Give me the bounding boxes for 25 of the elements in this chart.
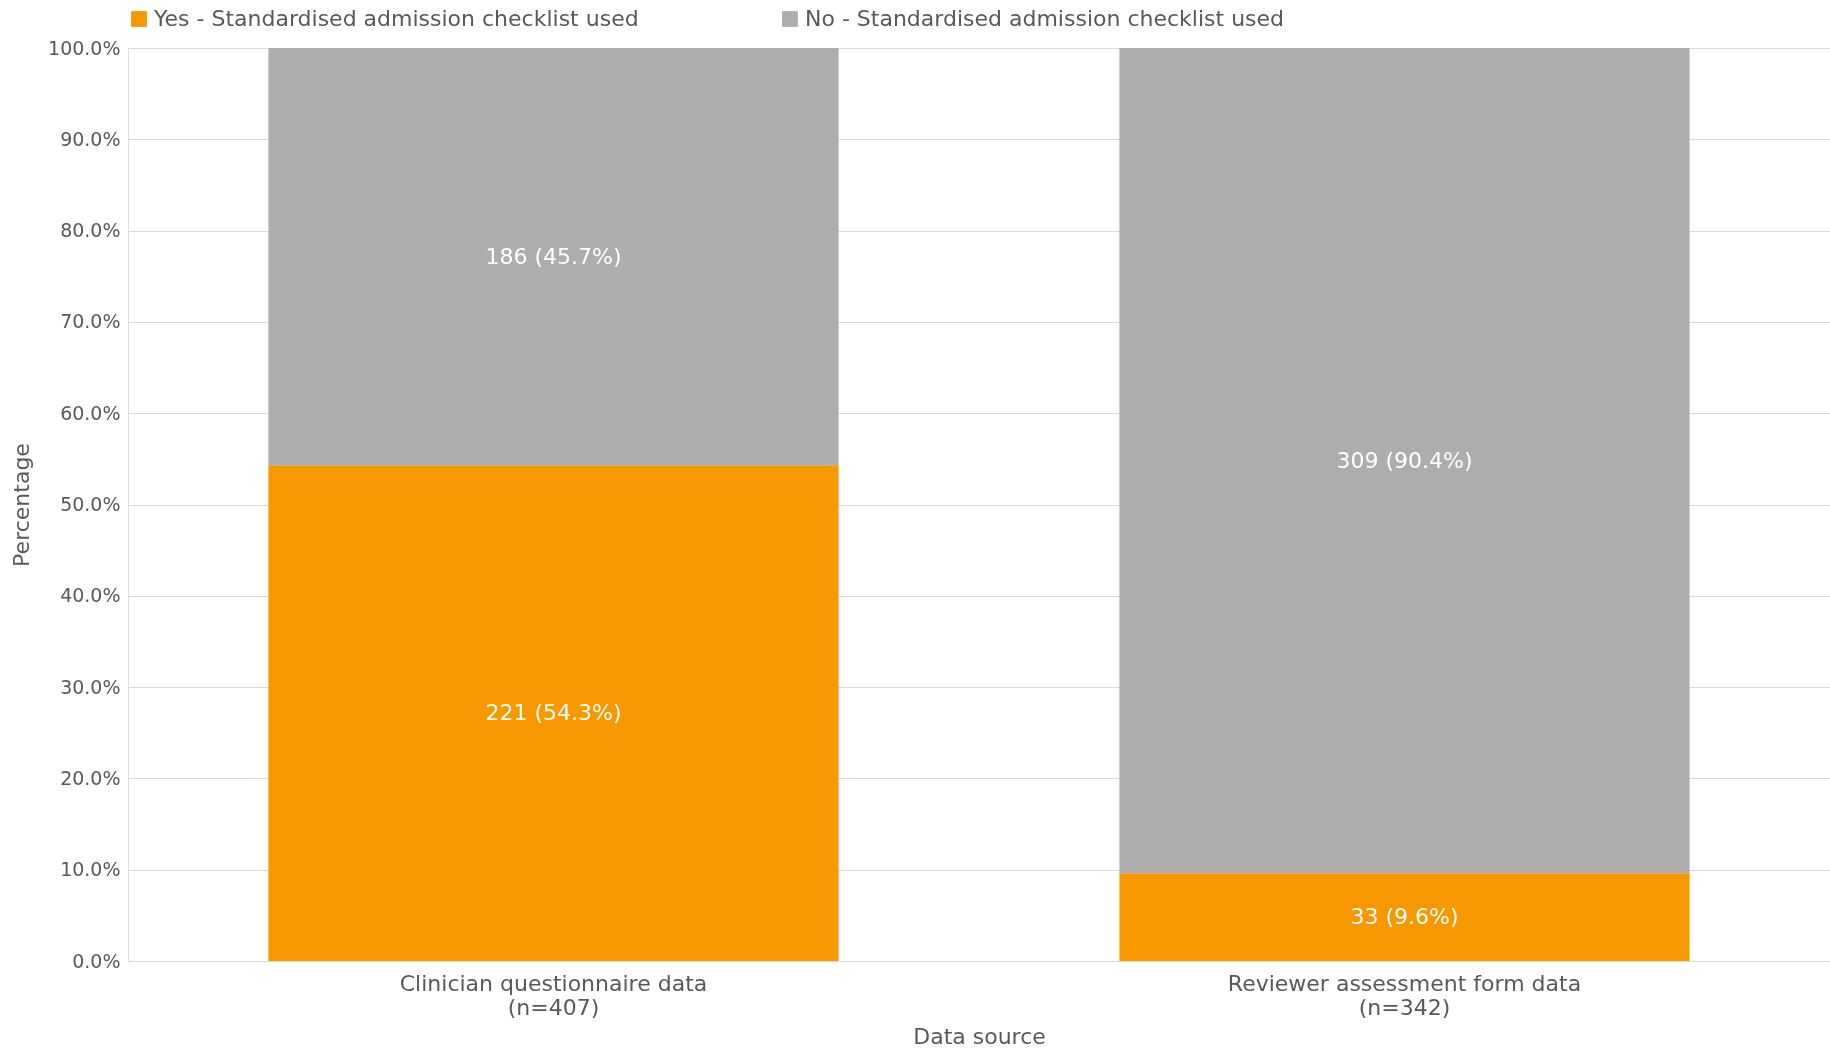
data-label: 33 (9.6%) <box>1350 904 1459 930</box>
bar <box>1119 48 1690 874</box>
y-tick-label: 50.0% <box>60 493 121 515</box>
y-tick-label: 10.0% <box>60 858 121 881</box>
y-tick-label: 70.0% <box>60 310 121 333</box>
y-tick-label: 80.0% <box>60 219 121 242</box>
y-tick-label: 90.0% <box>60 127 121 150</box>
x-tick-label: Clinician questionnaire data (n=407) <box>399 970 708 1020</box>
x-axis-title: Data source <box>913 1023 1046 1049</box>
y-tick-label: 30.0% <box>60 675 121 698</box>
y-axis-title: Percentage <box>9 443 35 567</box>
legend-label: No - Standardised admission checklist used <box>805 6 1285 31</box>
y-tick-label: 0.0% <box>72 949 121 972</box>
y-tick-label: 40.0% <box>60 584 121 607</box>
bar <box>268 48 839 466</box>
y-tick-label: 20.0% <box>60 766 121 789</box>
bar <box>268 465 839 961</box>
x-tick-label: Reviewer assessment form data (n=342) <box>1227 970 1582 1020</box>
data-label: 221 (54.3%) <box>485 700 622 726</box>
data-label: 186 (45.7%) <box>485 243 622 269</box>
data-label: 309 (90.4%) <box>1336 447 1473 473</box>
legend-label: Yes - Standardised admission checklist used <box>153 6 639 31</box>
bar <box>1119 873 1690 961</box>
y-tick-label: 60.0% <box>60 401 121 424</box>
y-tick-label: 100.0% <box>48 36 121 59</box>
